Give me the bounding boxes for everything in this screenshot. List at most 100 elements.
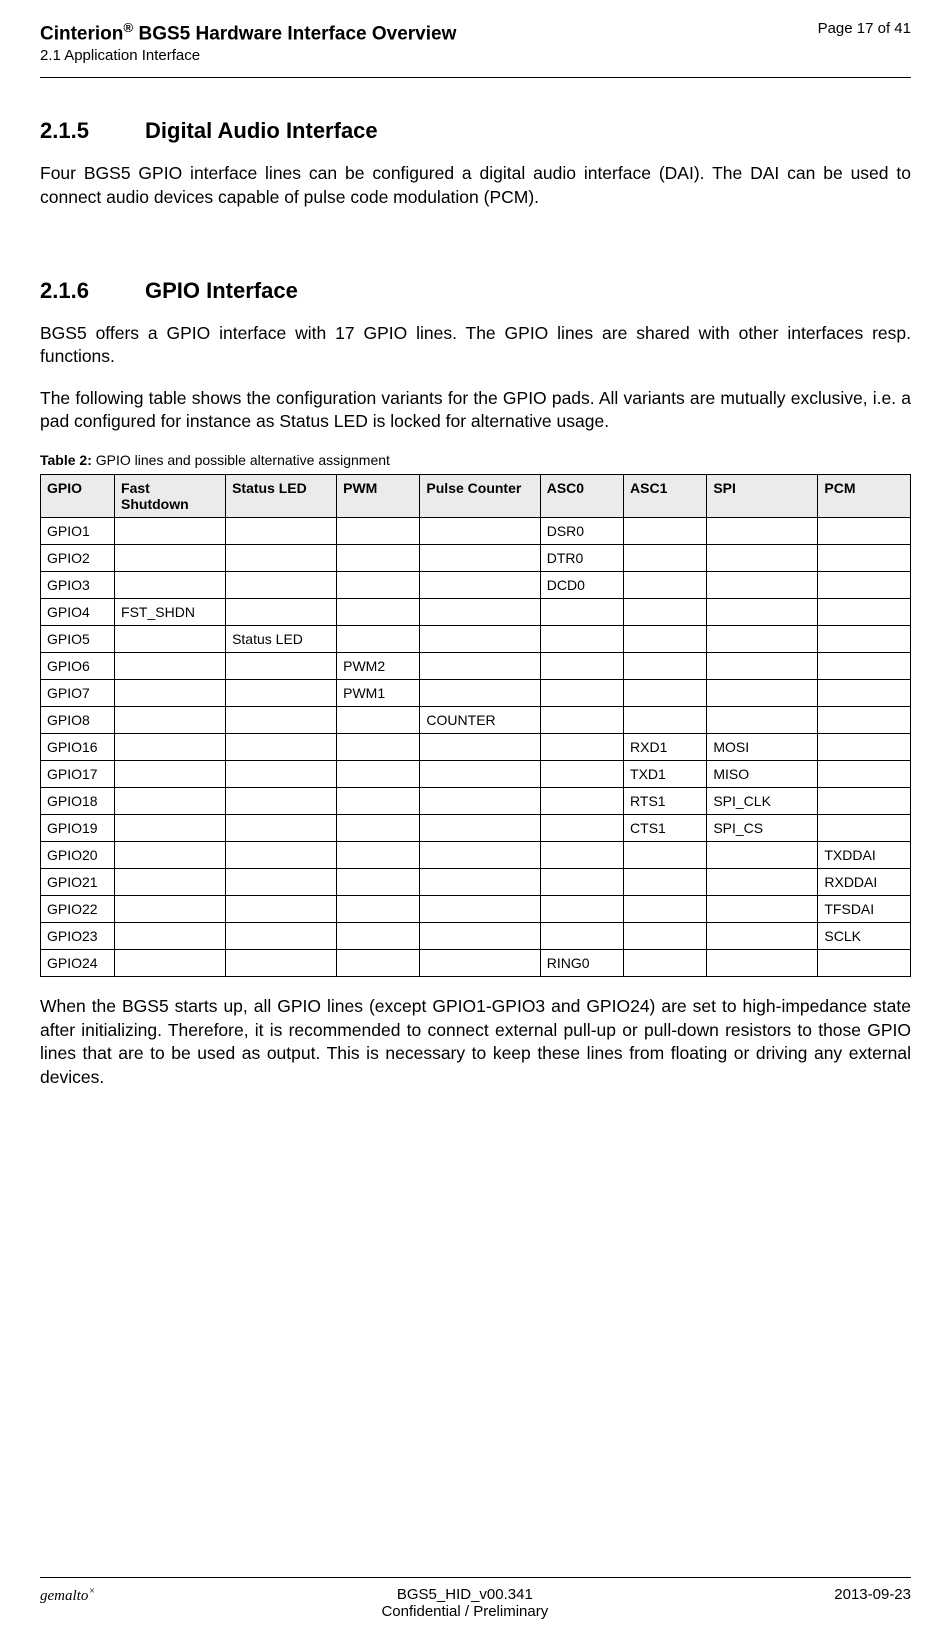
table-cell [337, 923, 420, 950]
table-cell [226, 707, 337, 734]
page-number: Page 17 of 41 [818, 20, 911, 37]
table-cell [115, 572, 226, 599]
table-cell: RTS1 [624, 788, 707, 815]
doc-subtitle: 2.1 Application Interface [40, 47, 456, 64]
table-cell [818, 518, 911, 545]
table-cell [337, 842, 420, 869]
table-cell [226, 923, 337, 950]
table-cell: TFSDAI [818, 896, 911, 923]
table-cell [115, 896, 226, 923]
table-cell: GPIO19 [41, 815, 115, 842]
table-row: GPIO22TFSDAI [41, 896, 911, 923]
table-cell [818, 761, 911, 788]
table-cell: CTS1 [624, 815, 707, 842]
table-cell [420, 896, 540, 923]
table-cell [818, 626, 911, 653]
section-title: GPIO Interface [145, 278, 298, 303]
table-cell [707, 599, 818, 626]
table-cell [337, 545, 420, 572]
table-cell: SCLK [818, 923, 911, 950]
table-cell [115, 923, 226, 950]
table-caption-text: GPIO lines and possible alternative assi… [96, 452, 390, 468]
table-cell [115, 545, 226, 572]
table-cell [115, 734, 226, 761]
table-cell [226, 788, 337, 815]
footer-logo-text: gemalto [40, 1588, 88, 1604]
table-cell [337, 896, 420, 923]
table-cell [420, 734, 540, 761]
table-cell [420, 869, 540, 896]
table-cell [420, 680, 540, 707]
table-cell [818, 815, 911, 842]
table-cell: PWM2 [337, 653, 420, 680]
table-cell [115, 788, 226, 815]
table-cell: DTR0 [540, 545, 623, 572]
table-cell [707, 545, 818, 572]
page-header: Cinterion® BGS5 Hardware Interface Overv… [40, 20, 911, 69]
table-cell [337, 626, 420, 653]
table-cell [115, 842, 226, 869]
table-cell: GPIO6 [41, 653, 115, 680]
table-cell [420, 815, 540, 842]
gpio-table: GPIOFast ShutdownStatus LEDPWMPulse Coun… [40, 474, 911, 977]
table-cell [540, 815, 623, 842]
table-cell [337, 572, 420, 599]
table-cell: FST_SHDN [115, 599, 226, 626]
table-cell [115, 518, 226, 545]
table-header-cell: ASC1 [624, 475, 707, 518]
table-cell [707, 707, 818, 734]
table-cell: GPIO2 [41, 545, 115, 572]
table-cell [420, 842, 540, 869]
table-cell [707, 680, 818, 707]
table-cell [226, 869, 337, 896]
table-row: GPIO17TXD1MISO [41, 761, 911, 788]
table-row: GPIO21RXDDAI [41, 869, 911, 896]
table-cell [226, 842, 337, 869]
table-cell [707, 653, 818, 680]
table-row: GPIO24RING0 [41, 950, 911, 977]
table-cell [420, 653, 540, 680]
table-cell [818, 545, 911, 572]
table-caption: Table 2: GPIO lines and possible alterna… [40, 452, 911, 468]
table-cell [540, 599, 623, 626]
table-cell [337, 518, 420, 545]
title-rest: BGS5 Hardware Interface Overview [133, 23, 456, 44]
table-cell: MISO [707, 761, 818, 788]
footer-date: 2013-09-23 [834, 1586, 911, 1603]
closing-para: When the BGS5 starts up, all GPIO lines … [40, 995, 911, 1090]
table-cell [624, 896, 707, 923]
table-row: GPIO18RTS1SPI_CLK [41, 788, 911, 815]
table-cell [226, 545, 337, 572]
table-cell [818, 680, 911, 707]
table-cell: DSR0 [540, 518, 623, 545]
footer-logo: gemalto× [40, 1586, 95, 1605]
table-cell: GPIO23 [41, 923, 115, 950]
table-cell: GPIO21 [41, 869, 115, 896]
table-cell [818, 599, 911, 626]
table-cell [420, 761, 540, 788]
table-cell [226, 761, 337, 788]
table-cell [115, 707, 226, 734]
table-header-cell: PWM [337, 475, 420, 518]
table-header-cell: GPIO [41, 475, 115, 518]
table-cell [420, 626, 540, 653]
table-cell: COUNTER [420, 707, 540, 734]
section-num: 2.1.5 [40, 118, 145, 144]
section-heading-215: 2.1.5Digital Audio Interface [40, 118, 911, 144]
table-cell [707, 950, 818, 977]
table-cell [337, 950, 420, 977]
table-cell [115, 653, 226, 680]
table-header-cell: PCM [818, 475, 911, 518]
table-row: GPIO6 PWM2 [41, 653, 911, 680]
table-cell [540, 842, 623, 869]
table-cell [707, 869, 818, 896]
section-216-para1: BGS5 offers a GPIO interface with 17 GPI… [40, 322, 911, 369]
section-215-para: Four BGS5 GPIO interface lines can be co… [40, 162, 911, 209]
table-cell: GPIO7 [41, 680, 115, 707]
header-left: Cinterion® BGS5 Hardware Interface Overv… [40, 20, 456, 64]
table-cell [420, 545, 540, 572]
title-prefix: Cinterion [40, 23, 123, 44]
table-cell [707, 572, 818, 599]
table-cell [707, 896, 818, 923]
doc-title: Cinterion® BGS5 Hardware Interface Overv… [40, 20, 456, 45]
